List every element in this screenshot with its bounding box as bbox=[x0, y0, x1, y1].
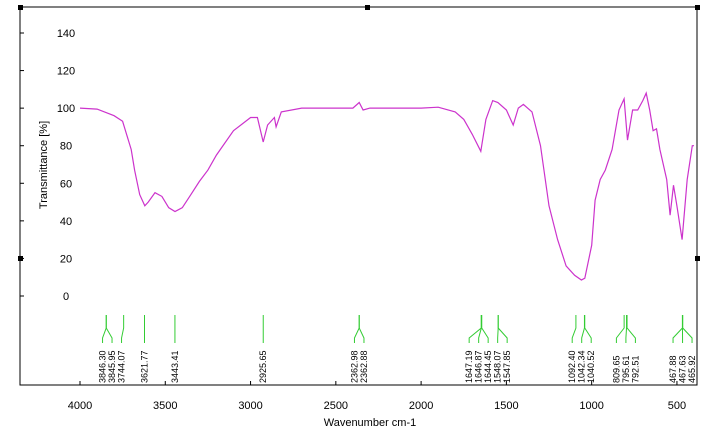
x-tick-label: 1000 bbox=[579, 400, 603, 412]
peak-label: 2362.98 bbox=[349, 350, 359, 383]
peak-marker bbox=[497, 315, 508, 343]
handle bbox=[365, 5, 370, 10]
peak-marker bbox=[102, 315, 107, 343]
peak-marker bbox=[672, 315, 683, 343]
y-tick-label: 120 bbox=[57, 66, 75, 78]
peak-label: 467.88 bbox=[668, 355, 678, 383]
peak-marker bbox=[625, 315, 628, 343]
peak-marker bbox=[584, 315, 592, 343]
peak-marker bbox=[481, 315, 489, 343]
y-axis-title: Transmittance [%] bbox=[38, 121, 50, 209]
peak-label: 792.51 bbox=[630, 355, 640, 383]
handle bbox=[18, 5, 23, 10]
y-tick-label: 0 bbox=[63, 291, 69, 303]
peak-marker bbox=[615, 315, 625, 343]
peak-label: 3845.95 bbox=[107, 350, 117, 383]
peak-label: 465.92 bbox=[687, 355, 697, 383]
peak-label: 3621.77 bbox=[140, 350, 150, 383]
peak-label: 1548.07 bbox=[493, 350, 503, 383]
peak-marker bbox=[121, 315, 125, 343]
peak-marker bbox=[626, 315, 636, 343]
peak-label: 795.61 bbox=[621, 355, 631, 383]
peak-label: 3744.07 bbox=[117, 350, 127, 383]
peak-label: 1042.34 bbox=[577, 350, 587, 383]
peak-label: 1644.45 bbox=[483, 350, 493, 383]
handle bbox=[695, 256, 700, 261]
peak-label: 3846.30 bbox=[98, 350, 108, 383]
peak-marker bbox=[105, 315, 113, 343]
peak-marker bbox=[468, 315, 482, 343]
peak-label: 1646.87 bbox=[474, 350, 484, 383]
x-tick-label: 2000 bbox=[409, 400, 433, 412]
peak-label: 1092.40 bbox=[567, 350, 577, 383]
x-tick-label: 4000 bbox=[68, 400, 92, 412]
handle bbox=[695, 5, 700, 10]
peak-marker bbox=[358, 315, 365, 343]
spectrum-line bbox=[79, 91, 694, 281]
peak-marker bbox=[353, 315, 360, 343]
x-tick-label: 3000 bbox=[238, 400, 262, 412]
peak-label: 3443.41 bbox=[170, 350, 180, 383]
peak-label: 1647.19 bbox=[464, 350, 474, 383]
peak-marker bbox=[581, 315, 585, 343]
peak-label: 809.65 bbox=[611, 355, 621, 383]
y-tick-label: 80 bbox=[60, 141, 72, 153]
y-tick-label: 100 bbox=[57, 103, 75, 115]
peak-label: 2362.88 bbox=[359, 350, 369, 383]
x-axis-title: Wavenumber cm-1 bbox=[324, 417, 417, 429]
y-tick-label: 140 bbox=[57, 28, 75, 40]
peak-label: 1040.52 bbox=[586, 350, 596, 383]
x-tick-label: 3500 bbox=[153, 400, 177, 412]
peak-label: 1547.85 bbox=[502, 350, 512, 383]
x-tick-label: 500 bbox=[668, 400, 686, 412]
y-tick-label: 40 bbox=[60, 216, 72, 228]
x-tick-label: 2500 bbox=[324, 400, 348, 412]
peak-marker bbox=[682, 315, 693, 343]
plot-frame bbox=[19, 6, 698, 386]
peak-label: 2925.65 bbox=[258, 350, 268, 383]
y-tick-label: 20 bbox=[60, 253, 72, 265]
y-tick-label: 60 bbox=[60, 178, 72, 190]
peak-label: 467.63 bbox=[678, 355, 688, 383]
x-tick-label: 1500 bbox=[494, 400, 518, 412]
peak-marker bbox=[571, 315, 577, 343]
